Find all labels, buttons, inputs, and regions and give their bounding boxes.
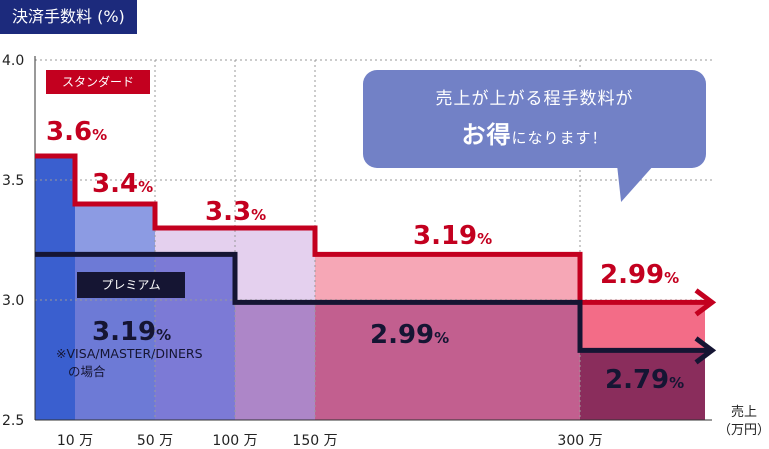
percent-sign: % (669, 374, 684, 392)
percent-sign: % (434, 329, 449, 347)
callout-line1: 売上が上がる程手数料が (435, 89, 634, 109)
y-tick-label: 4.0 (2, 53, 24, 69)
x-tick-label: 10 万 (57, 433, 93, 449)
axes: 2.5 3.0 3.5 4.0 10 万 50 万 100 万 150 万 300 万 (2, 53, 712, 449)
premium-arrowhead (694, 336, 717, 365)
chart-title: 決済手数料 (%) (0, 0, 137, 34)
x-tick-label: 300 万 (557, 433, 602, 449)
percent-sign: % (477, 230, 492, 248)
percent-sign: % (664, 269, 679, 287)
standard-value-label: 3.19% (413, 221, 492, 251)
fill-standard-band (75, 204, 155, 255)
premium-note-line2: の場合 (68, 364, 106, 379)
fill-standard-band (315, 254, 580, 303)
series-lines (35, 153, 717, 365)
legend-standard: スタンダード (46, 70, 150, 94)
standard-arrowhead (694, 288, 717, 317)
fill-premium-band (35, 254, 75, 420)
standard-value-label: 2.99% (600, 260, 679, 290)
percent-sign: % (92, 126, 107, 144)
fill-premium-band (235, 302, 315, 420)
fill-standard-band (155, 228, 235, 255)
fill-standard-band (35, 156, 75, 255)
x-unit-line1: 売上 (731, 405, 758, 420)
legend-premium: プレミアム (77, 272, 185, 298)
standard-value-label: 3.6% (46, 117, 107, 147)
premium-step-line (35, 251, 708, 353)
y-tick-label: 3.5 (2, 173, 24, 189)
premium-note: ※VISA/MASTER/DINERS の場合 (56, 345, 203, 381)
callout-line2-rest: になります！ (511, 129, 608, 147)
fill-premium-band (580, 350, 705, 420)
x-tick-label: 100 万 (212, 433, 257, 449)
x-axis-unit-label: 売上 （万円） (718, 404, 769, 440)
percent-sign: % (156, 326, 171, 344)
callout-line2: お得になります！ (363, 115, 706, 150)
fill-standard-band (580, 302, 705, 351)
percent-sign: % (251, 206, 266, 224)
y-tick-label: 2.5 (2, 413, 24, 429)
standard-value-label: 3.3% (205, 197, 266, 227)
callout-bubble: 売上が上がる程手数料が お得になります！ (363, 70, 706, 168)
x-tick-label: 50 万 (137, 433, 173, 449)
x-unit-line2: （万円） (718, 423, 769, 438)
standard-value-label: 3.4% (92, 169, 153, 199)
x-tick-label: 150 万 (292, 433, 337, 449)
callout-emphasis: お得 (461, 121, 512, 149)
fill-standard-band (235, 228, 315, 303)
y-tick-label: 3.0 (2, 293, 24, 309)
percent-sign: % (138, 178, 153, 196)
standard-step-line (35, 153, 708, 305)
fill-premium-band (315, 302, 580, 420)
premium-note-line1: ※VISA/MASTER/DINERS (56, 346, 203, 361)
